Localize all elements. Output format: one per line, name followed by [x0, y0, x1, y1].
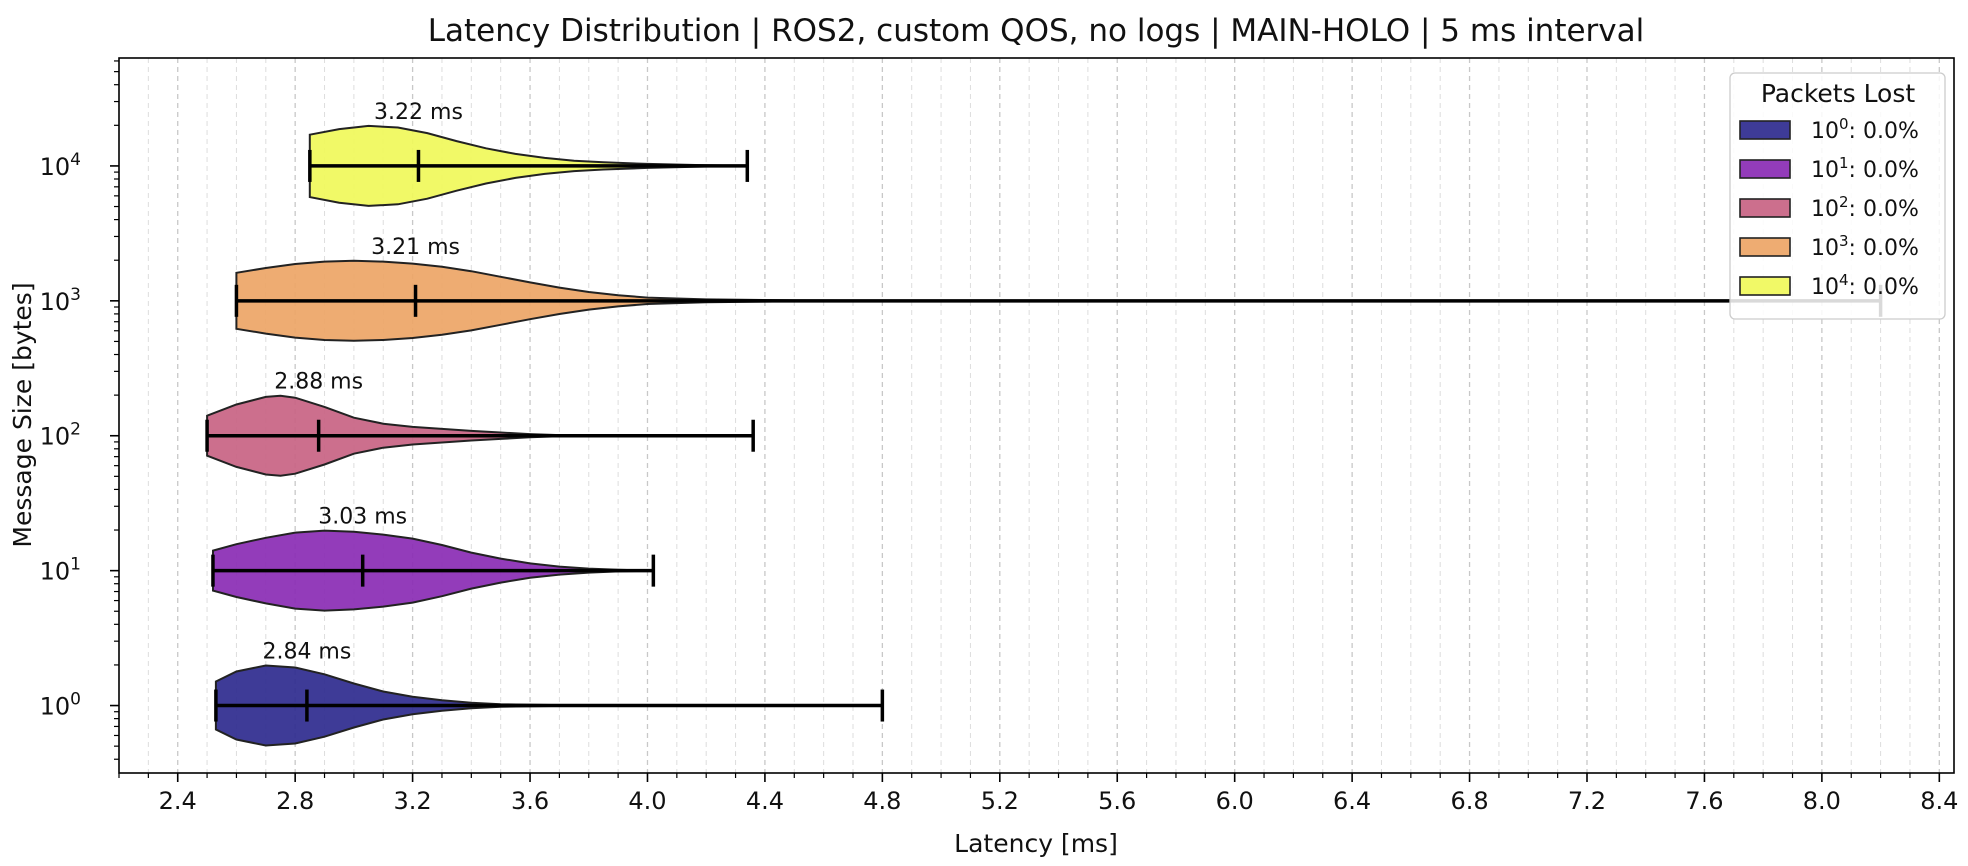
y-tick-label: 102 [40, 420, 81, 451]
median-label: 3.03 ms [318, 505, 407, 530]
x-tick-label: 2.4 [159, 787, 197, 815]
legend-swatch [1739, 198, 1791, 218]
x-axis-title: Latency [ms] [954, 829, 1118, 858]
x-tick-label: 3.2 [394, 787, 432, 815]
x-tick-label: 4.8 [863, 787, 901, 815]
x-tick-label: 8.0 [1803, 787, 1841, 815]
median-label: 3.22 ms [374, 100, 463, 125]
median-label: 3.21 ms [371, 235, 460, 260]
chart-title: Latency Distribution | ROS2, custom QOS,… [428, 13, 1645, 49]
y-tick-label: 101 [40, 555, 81, 586]
legend-swatch [1739, 276, 1791, 296]
x-tick-label: 7.6 [1685, 787, 1723, 815]
x-axis: 2.4 2.8 3.2 3.6 4.0 4.4 4.8 5.2 5.6 6.0 6.4 6.8 7.2 7… [118, 773, 1958, 815]
median-label: 2.84 ms [262, 640, 351, 665]
x-tick-label: 2.8 [276, 787, 314, 815]
x-tick-label: 6.8 [1450, 787, 1488, 815]
x-tick-label: 5.6 [1098, 787, 1136, 815]
x-tick-label: 6.4 [1333, 787, 1371, 815]
legend-entry-label: 102: 0.0% [1811, 193, 1919, 222]
violin-layer [205, 124, 1883, 747]
x-tick-label: 8.4 [1920, 787, 1958, 815]
y-tick-label: 104 [40, 150, 81, 181]
median-label: 2.88 ms [274, 370, 363, 395]
legend: Packets Lost 100: 0.0% 101: 0.0% 102: 0.0%… [1729, 72, 1946, 320]
x-tick-label: 7.2 [1568, 787, 1606, 815]
y-tick-label: 103 [40, 285, 81, 316]
legend-title: Packets Lost [1761, 79, 1916, 108]
legend-entry-label: 103: 0.0% [1811, 232, 1919, 261]
median-label-layer: 2.84 ms 3.03 ms 2.88 ms 3.21 ms 3.22 ms [262, 100, 462, 665]
legend-swatch [1739, 120, 1791, 140]
x-tick-label: 3.6 [511, 787, 549, 815]
legend-swatch [1739, 237, 1791, 257]
x-tick-label: 4.4 [746, 787, 784, 815]
x-tick-label: 5.2 [981, 787, 1019, 815]
y-axis: 100 101 102 103 104 [40, 60, 119, 760]
legend-entry-label: 101: 0.0% [1811, 154, 1919, 183]
legend-swatch [1739, 159, 1791, 179]
y-tick-label: 100 [40, 690, 81, 721]
y-axis-title: Message Size [bytes] [8, 282, 37, 547]
legend-entry-label: 100: 0.0% [1811, 115, 1919, 144]
plot-frame [118, 57, 1955, 774]
x-tick-label: 4.0 [628, 787, 666, 815]
legend-entry-label: 104: 0.0% [1811, 271, 1919, 300]
x-tick-label: 6.0 [1216, 787, 1254, 815]
